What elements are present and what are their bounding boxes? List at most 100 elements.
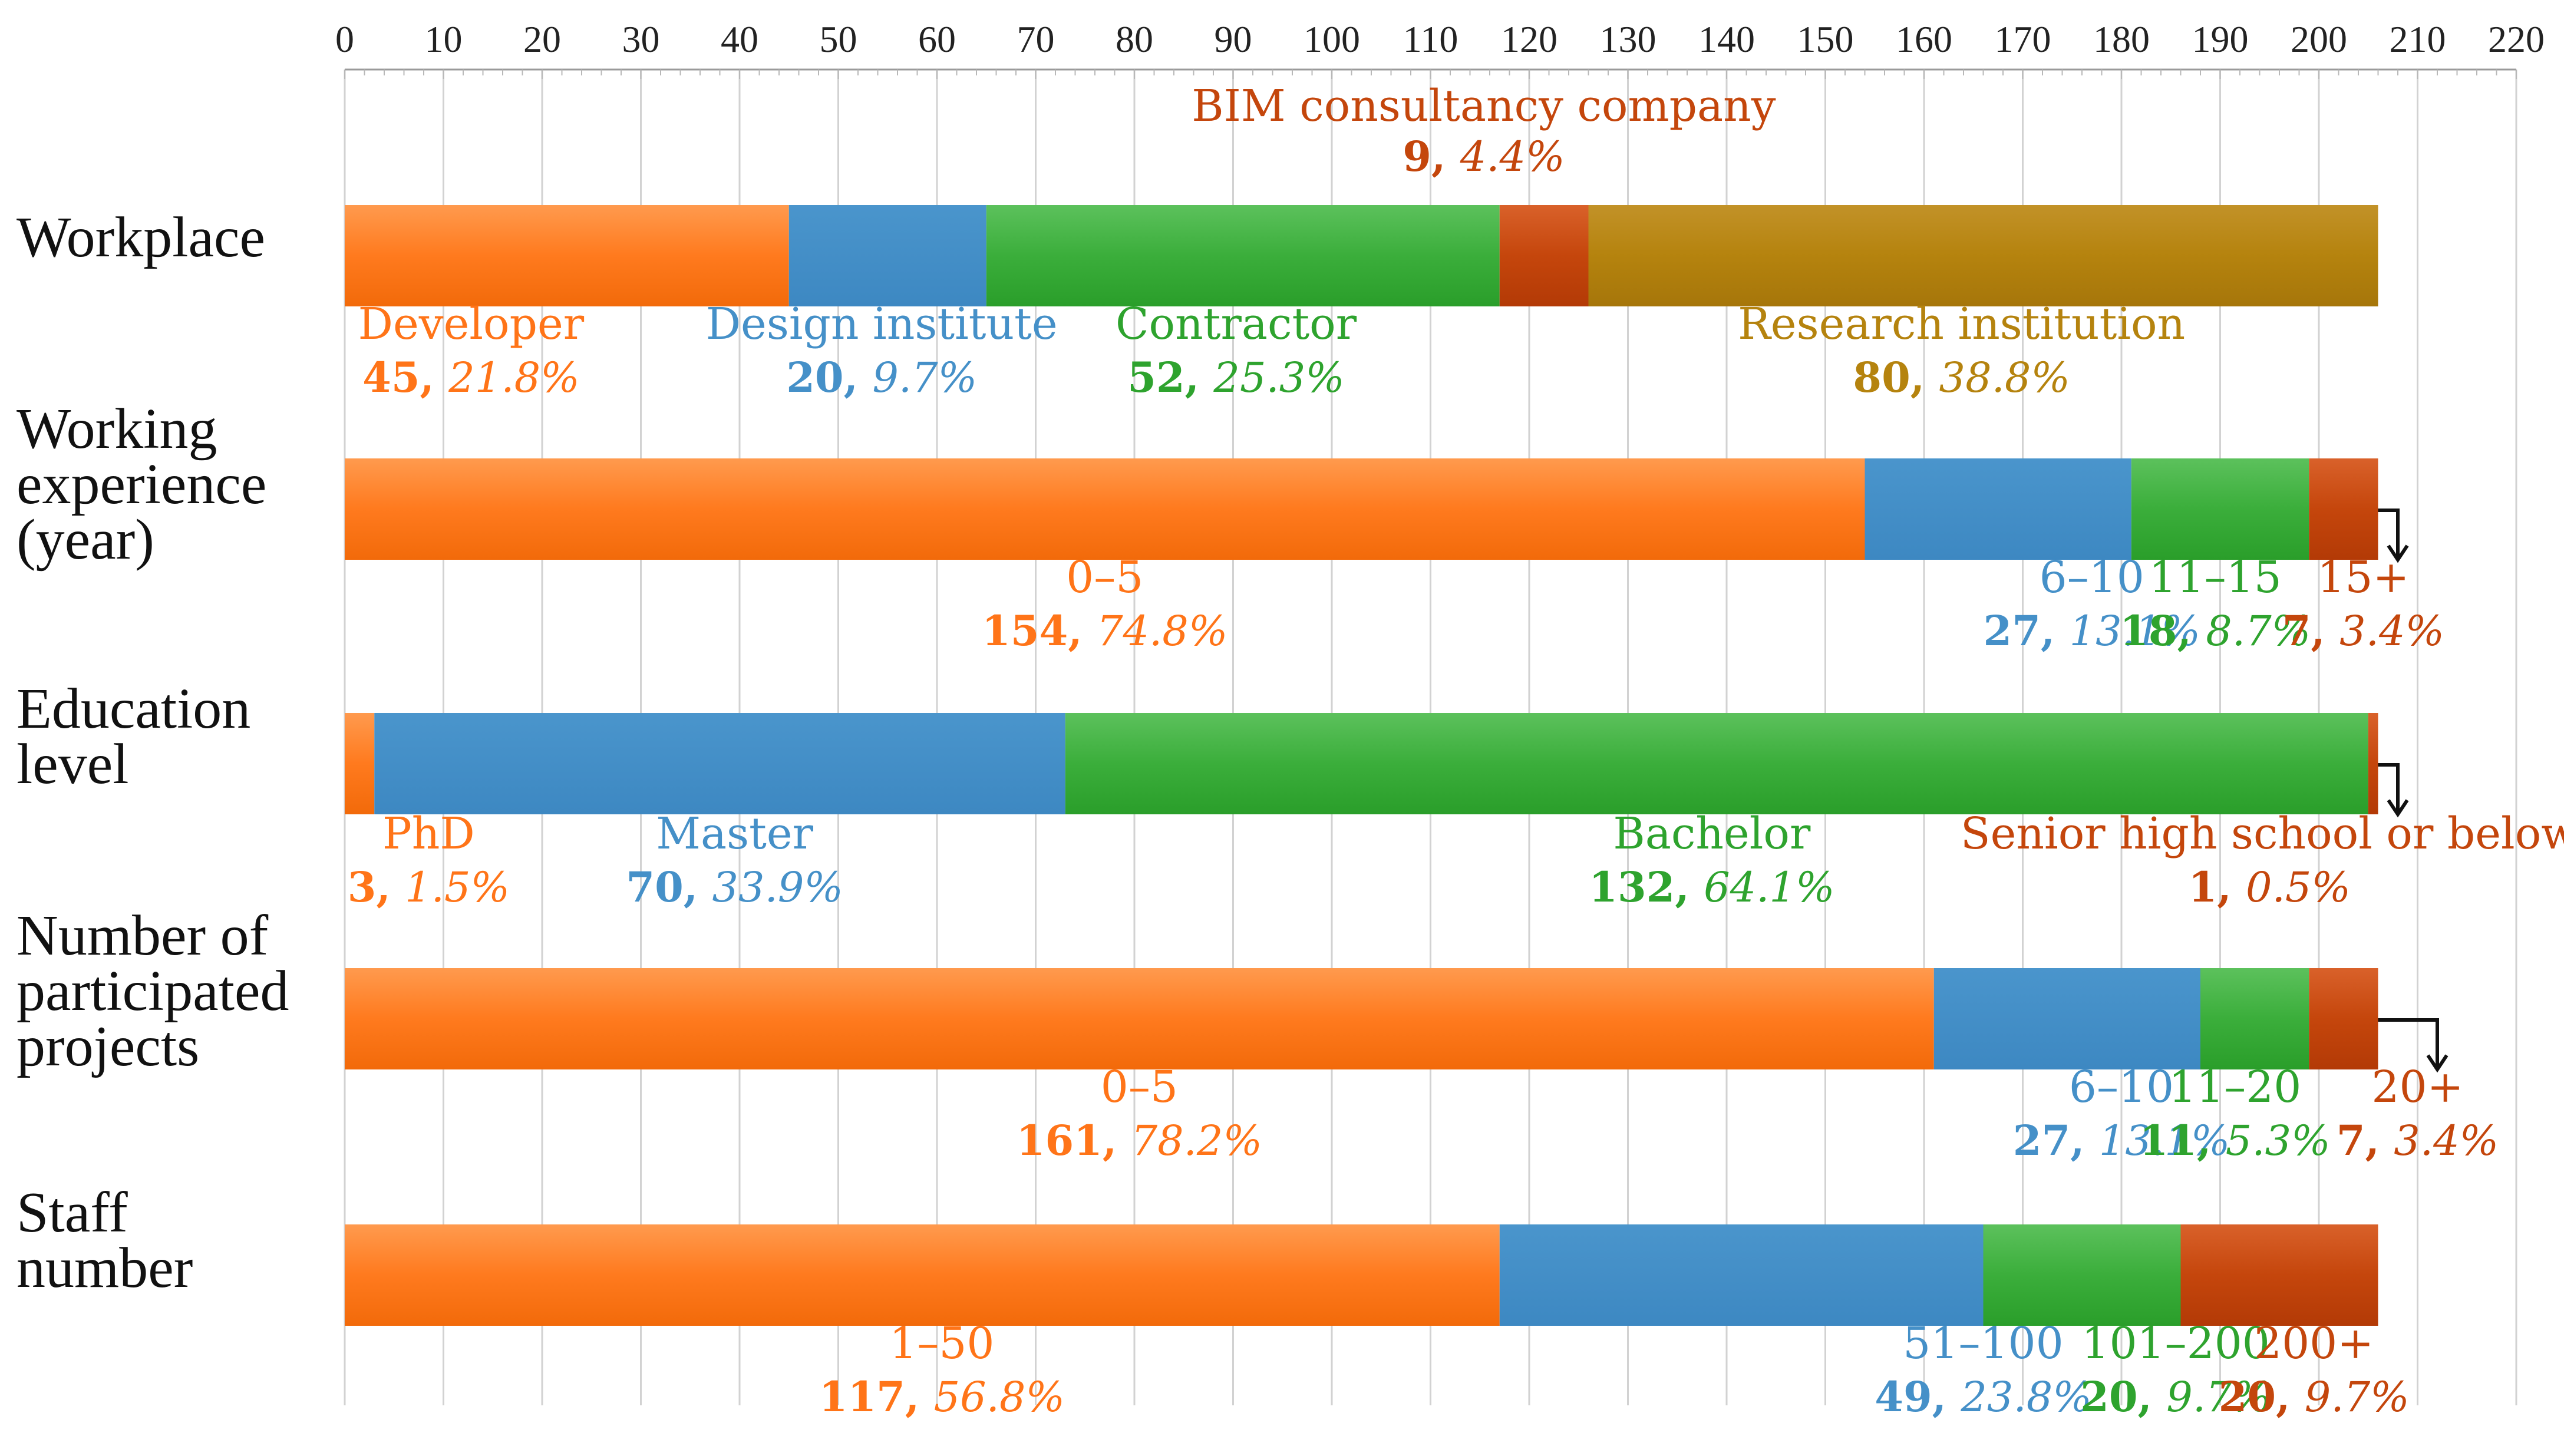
segment-count: 9, [1403, 132, 1460, 181]
x-tick-label-0: 0 [335, 18, 354, 60]
segment-value-1-6-10: 27, 13.1% [1983, 606, 2200, 655]
row-label-line: experience [17, 453, 266, 516]
x-tick-label-30: 30 [622, 18, 660, 60]
segment-count: 52, [1127, 353, 1213, 402]
segment-value-2-bachelor: 132, 64.1% [1589, 863, 1834, 912]
segment-percent: 13.1% [2099, 1117, 2230, 1165]
segment-label-0-research-institution: Research institution [1738, 299, 2185, 349]
segment-value-2-phd: 3, 1.5% [348, 863, 510, 912]
segment-label-2-bachelor: Bachelor [1613, 808, 1811, 859]
bar-4-1-50 [345, 1224, 1500, 1326]
bar-4-51-100 [1499, 1224, 1984, 1326]
segment-value-4-101-200: 20, 9.7% [2080, 1372, 2271, 1421]
segment-percent: 9.7% [2166, 1373, 2271, 1421]
x-tick-label-150: 150 [1797, 18, 1854, 60]
row-label-line: projects [17, 1015, 199, 1078]
bar-0-design-institute [788, 205, 986, 306]
x-tick-label-170: 170 [1995, 18, 2051, 60]
segment-value-1-15: 7, 3.4% [2282, 606, 2444, 655]
segment-label-3-6-10: 6–10 [2069, 1062, 2174, 1112]
segment-percent: 13.1% [2070, 607, 2200, 655]
row-label-2: Education level [17, 677, 250, 796]
segment-count: 70, [626, 863, 712, 912]
bar-1-15 [2309, 458, 2378, 560]
leader-arrow-1 [2378, 509, 2409, 563]
segment-count: 1, [2189, 863, 2246, 912]
leader-line [2378, 509, 2400, 557]
segment-count: 80, [1853, 353, 1939, 402]
x-tick-label-200: 200 [2291, 18, 2347, 60]
segment-count: 132, [1589, 863, 1704, 912]
leader-arrow-2 [2378, 763, 2409, 818]
segment-value-1-11-15: 18, 8.7% [2120, 606, 2311, 655]
segment-percent: 4.4% [1460, 133, 1565, 181]
segment-count: 7, [2282, 606, 2339, 655]
row-label-3: Number of participated projects [17, 904, 289, 1078]
x-tick-label-120: 120 [1501, 18, 1557, 60]
leader-line [2378, 763, 2400, 812]
bar-1-0-5 [345, 458, 1865, 560]
row-labels: Workplace Working experience (year) Educatio… [17, 206, 289, 1300]
x-tick-label-70: 70 [1017, 18, 1055, 60]
segment-percent: 78.2% [1131, 1117, 1262, 1165]
segment-percent: 1.5% [405, 863, 510, 912]
segment-percent: 8.7% [2206, 607, 2311, 655]
segment-label-1-0-5: 0–5 [1066, 552, 1143, 603]
segment-label-0-design-institute: Design institute [706, 299, 1058, 349]
segment-percent: 5.3% [2226, 1117, 2331, 1165]
segment-count: 20, [2219, 1372, 2305, 1421]
x-tick-label-220: 220 [2488, 18, 2545, 60]
row-label-line: Number of [17, 904, 269, 968]
segment-value-3-0-5: 161, 78.2% [1017, 1116, 1262, 1165]
x-tick-label-10: 10 [425, 18, 463, 60]
x-tick-label-20: 20 [523, 18, 561, 60]
bar-3-20 [2309, 968, 2378, 1069]
segment-value-3-6-10: 27, 13.1% [2013, 1116, 2230, 1165]
row-label-line: Education [17, 677, 250, 741]
segment-percent: 38.8% [1939, 354, 2070, 402]
arrow-head-icon [2426, 1054, 2448, 1073]
segment-count: 154, [982, 606, 1097, 655]
segment-value-0-research-institution: 80, 38.8% [1853, 353, 2070, 402]
segment-percent: 23.8% [1960, 1373, 2091, 1421]
row-label-line: Workplace [17, 206, 265, 269]
row-label-line: level [17, 732, 128, 796]
segment-label-1-6-10: 6–10 [2040, 552, 2144, 603]
row-label-4: Staff number [17, 1181, 193, 1300]
segment-value-0-developer: 45, 21.8% [362, 353, 580, 402]
bar-2-senior-high-school-or-below [2368, 713, 2378, 814]
segment-label-2-senior-high-school-or-below: Senior high school or below [1961, 808, 2564, 859]
segment-count: 27, [1983, 606, 2069, 655]
bar-3-6-10 [1933, 968, 2200, 1069]
x-tick-label-190: 190 [2192, 18, 2249, 60]
bar-0-contractor [986, 205, 1500, 306]
x-tick-label-90: 90 [1215, 18, 1252, 60]
segment-percent: 0.5% [2246, 863, 2351, 912]
segment-label-2-master: Master [656, 808, 813, 859]
x-tick-label-160: 160 [1896, 18, 1952, 60]
row-label-0: Workplace [17, 206, 265, 269]
bar-0-bim-consultancy-company [1499, 205, 1589, 306]
segment-label-1-11-15: 11–15 [2149, 552, 2281, 603]
x-tick-label-140: 140 [1698, 18, 1755, 60]
segment-count: 3, [348, 863, 405, 912]
segment-label-4-51-100: 51–100 [1903, 1318, 2063, 1369]
bar-3-0-5 [345, 968, 1934, 1069]
segment-value-0-bim-consultancy-company: 9, 4.4% [1403, 132, 1565, 181]
x-tick-label-80: 80 [1116, 18, 1153, 60]
segment-count: 18, [2120, 606, 2206, 655]
bar-2-bachelor [1065, 713, 2368, 814]
x-tick-label-110: 110 [1403, 18, 1458, 60]
segment-value-3-11-20: 11, 5.3% [2140, 1116, 2331, 1165]
bar-4-101-200 [1983, 1224, 2181, 1326]
segment-count: 49, [1875, 1372, 1961, 1421]
arrow-head-icon [2387, 544, 2409, 563]
segment-label-0-bim-consultancy-company: BIM consultancy company [1192, 81, 1776, 131]
segment-count: 20, [786, 353, 872, 402]
segment-count: 20, [2080, 1372, 2166, 1421]
segment-value-4-1-50: 117, 56.8% [819, 1372, 1065, 1421]
segment-label-4-101-200: 101–200 [2081, 1318, 2270, 1369]
bar-0-developer [345, 205, 789, 306]
